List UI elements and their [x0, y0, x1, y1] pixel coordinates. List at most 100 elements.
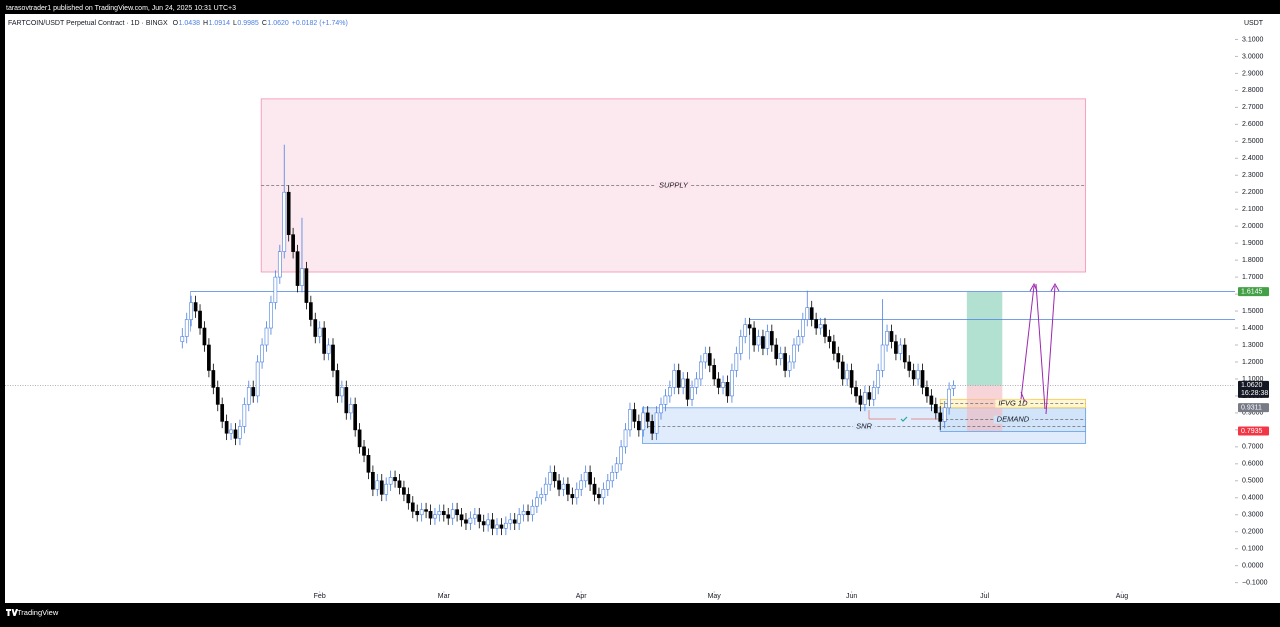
candle-body: [388, 477, 393, 485]
candle-body: [543, 483, 548, 495]
price-axis: Feb Mar Apr May Jun Jul Aug 3.1000 3.0000 2.9000 2…: [314, 36, 1269, 600]
change: +0.0182 (+1.74%): [292, 20, 348, 27]
y-tick-label: 2.9000: [1242, 70, 1264, 77]
candle-body: [304, 268, 309, 303]
candle-body: [428, 511, 433, 519]
candle-body: [641, 412, 646, 431]
candle-body: [419, 509, 424, 516]
zone-label: SNR: [856, 421, 872, 430]
candle-body: [645, 412, 650, 422]
candle-body: [340, 387, 344, 397]
y-tick-label: 2.4000: [1242, 155, 1264, 162]
candle-body: [255, 361, 260, 397]
y-tick-label: 0.7000: [1242, 444, 1264, 451]
price-label-bg: [1238, 287, 1269, 297]
candle-body: [743, 324, 748, 337]
candle-body: [450, 509, 455, 519]
candle-body: [880, 344, 885, 371]
candle-body: [539, 494, 544, 499]
candle-body: [251, 387, 256, 397]
candle-body: [818, 324, 823, 329]
plot: SUPPLY SNR DEMAND IFVG 1D: [5, 98, 1235, 536]
zone-label: DEMAND: [997, 415, 1030, 424]
candle-body: [871, 387, 876, 400]
candle-body: [707, 353, 712, 366]
y-tick-label: 2.1000: [1242, 206, 1264, 213]
candle-body: [224, 421, 229, 434]
y-tick-label: 1.7000: [1242, 274, 1264, 281]
arrow: [1020, 285, 1035, 400]
candle-body: [863, 392, 867, 405]
y-tick-label: 2.0000: [1242, 223, 1264, 230]
x-tick-label: Mar: [438, 593, 451, 600]
candle-body: [951, 385, 956, 389]
x-tick-label: Aug: [1116, 593, 1129, 600]
check-mark: [900, 416, 908, 422]
y-tick-label: 1.1000: [1242, 376, 1264, 383]
y-tick-label: 3.1000: [1242, 36, 1264, 43]
candle-body: [597, 494, 601, 499]
candle-body: [734, 353, 739, 371]
candle-body: [535, 497, 539, 507]
candle-body: [619, 446, 623, 465]
candle-body: [938, 412, 943, 422]
candle-body: [402, 487, 406, 495]
candle-body: [437, 511, 442, 516]
y-tick-label: 1.2000: [1242, 359, 1264, 366]
candle-body: [730, 370, 734, 397]
candle-body: [925, 387, 929, 397]
candle-body: [512, 519, 517, 524]
candle-body: [889, 331, 894, 342]
y-tick-label: 3.0000: [1242, 53, 1264, 60]
candle-body: [592, 483, 597, 495]
candle-body: [477, 514, 482, 522]
annotations: [868, 282, 1060, 422]
y-tick-label: 2.2000: [1242, 189, 1264, 196]
candle-body: [202, 327, 207, 346]
candle-body: [215, 387, 220, 405]
candle-body: [353, 404, 358, 431]
candle-body: [273, 276, 278, 303]
candle-body: [747, 324, 752, 329]
y-tick-label: 0.9000: [1242, 410, 1264, 417]
y-tick-label: 0.2000: [1242, 529, 1264, 536]
candle-body: [552, 471, 557, 482]
candle-body: [699, 361, 703, 380]
ohlc-value: 1.0438: [179, 20, 201, 27]
candle-body: [929, 395, 934, 405]
candle-body: [778, 353, 783, 359]
candle-body: [605, 480, 610, 490]
candle-body: [854, 387, 858, 397]
ohlc-value: 0.9985: [237, 20, 259, 27]
ohlc-value: 1.0914: [209, 20, 231, 27]
candle-body: [397, 480, 402, 488]
candle-body: [326, 344, 331, 354]
candle-body: [858, 395, 863, 405]
y-tick-label: 0.1000: [1242, 546, 1264, 553]
candle-body: [348, 404, 353, 414]
candle-body: [331, 344, 335, 371]
candle-body: [344, 387, 349, 414]
price-label: 0.9311: [1241, 404, 1262, 411]
candle-body: [464, 519, 468, 524]
candle-body: [357, 429, 362, 448]
candle-body: [481, 521, 486, 526]
x-tick-label: May: [708, 593, 722, 600]
candle-body: [508, 519, 513, 524]
candle-body: [468, 517, 473, 524]
candle-body: [517, 514, 522, 524]
price-label: 1.0620: [1241, 382, 1263, 389]
zone-label-bg: [655, 181, 691, 190]
x-tick-label: Jun: [846, 593, 857, 600]
candle-body: [738, 336, 743, 354]
candle-body: [269, 302, 273, 329]
ohlc-value: 1.0620: [267, 20, 289, 27]
top-bar: [0, 0, 1280, 14]
candle-body: [193, 302, 198, 312]
price-label-bg: [1238, 403, 1269, 413]
candle-body: [832, 341, 836, 354]
candle-body: [180, 336, 185, 342]
ohlc-key: O: [173, 20, 179, 27]
zone-label-bg: [853, 422, 875, 431]
